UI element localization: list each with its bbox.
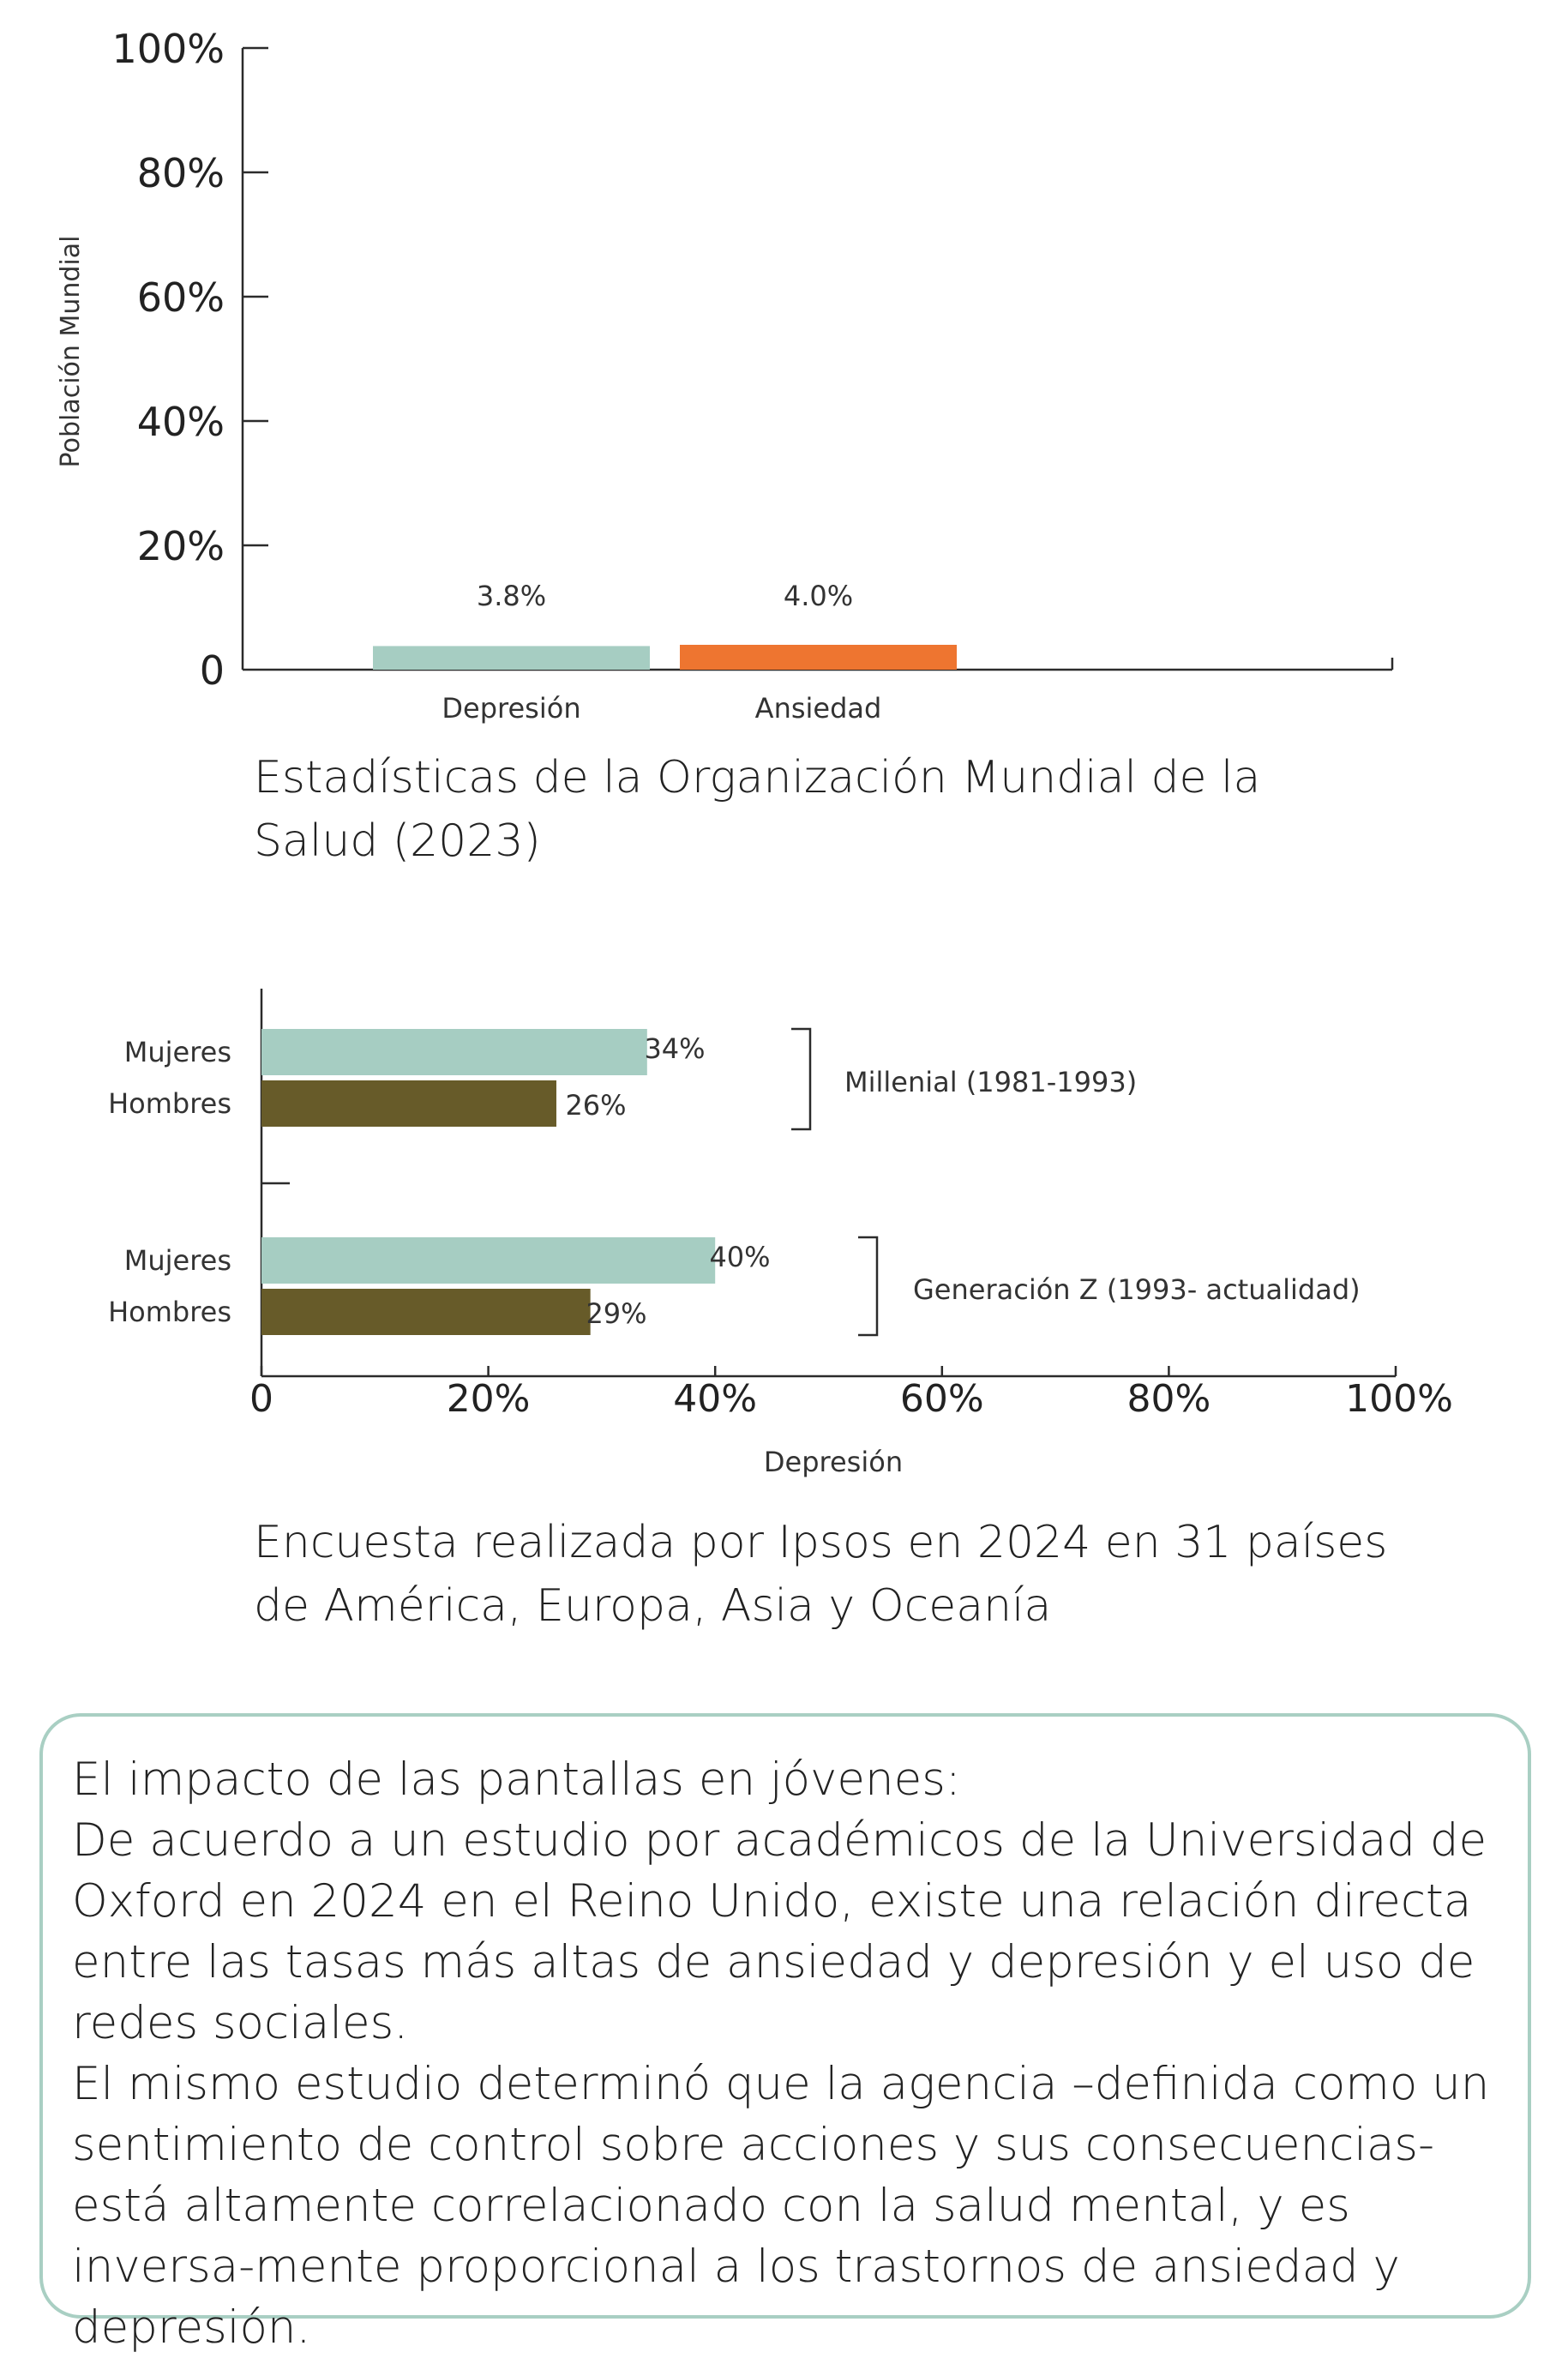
x-tick-label: 0 bbox=[249, 1377, 273, 1421]
group-bracket bbox=[791, 1027, 812, 1131]
x-tick-label: 60% bbox=[900, 1377, 984, 1421]
info-paragraph-2: El mismo estudio determinó que la agenci… bbox=[72, 2058, 1490, 2354]
bar-category-label: Hombres bbox=[108, 1296, 231, 1328]
bar-value-label: 34% bbox=[644, 1032, 705, 1065]
y-tick-label: 0 bbox=[200, 647, 225, 694]
category-label: Ansiedad bbox=[755, 692, 882, 725]
bar-0-0 bbox=[261, 1029, 647, 1075]
y-tick-label: 20% bbox=[137, 523, 225, 569]
x-axis-label: Depresión bbox=[764, 1446, 903, 1478]
bar-category-label: Mujeres bbox=[124, 1244, 231, 1277]
x-tick-label: 40% bbox=[673, 1377, 757, 1421]
group-label: Millenial (1981-1993) bbox=[844, 1066, 1137, 1098]
bar-value-label: 29% bbox=[586, 1297, 646, 1330]
y-tick-label: 40% bbox=[137, 399, 225, 445]
y-tick-label: 80% bbox=[137, 150, 225, 196]
x-tick-label: 100% bbox=[1345, 1377, 1453, 1421]
who-bar-chart: 0 20% 40% 60% 80% 100% Población Mundial 3.8% De… bbox=[56, 26, 1394, 725]
y-axis-label: Población Mundial bbox=[56, 236, 86, 468]
x-tick-label: 20% bbox=[447, 1377, 531, 1421]
y-tick-label: 60% bbox=[137, 274, 225, 321]
who-chart-caption: Estadísticas de la Organización Mundial … bbox=[254, 752, 1261, 867]
group-bracket bbox=[858, 1236, 879, 1337]
info-paragraph-1: De acuerdo a un estudio por académicos d… bbox=[72, 1814, 1487, 2049]
bar-value-label: 4.0% bbox=[784, 580, 853, 612]
bar-category-label: Mujeres bbox=[124, 1036, 231, 1068]
bar-value-label: 3.8% bbox=[477, 580, 546, 612]
bar-category-label: Hombres bbox=[108, 1087, 231, 1120]
ipsos-chart-caption: Encuesta realizada por Ipsos en 2024 en … bbox=[254, 1517, 1388, 1632]
ipsos-bar-chart: 0 20% 40% 60% 80% 100% Depresión Mujeres 34% Homb… bbox=[108, 989, 1453, 1478]
info-box: El impacto de las pantallas en jóvenes: … bbox=[39, 1713, 1531, 2354]
x-tick-label: 80% bbox=[1127, 1377, 1211, 1421]
bar-1-1 bbox=[261, 1289, 591, 1335]
info-heading: El impacto de las pantallas en jóvenes: bbox=[72, 1753, 961, 1806]
category-label: Depresión bbox=[442, 692, 580, 725]
bar-1-0 bbox=[261, 1237, 716, 1284]
bar-value-label: 40% bbox=[709, 1241, 770, 1273]
group-label: Generación Z (1993- actualidad) bbox=[913, 1273, 1361, 1306]
bar-0-1 bbox=[261, 1080, 556, 1127]
bar-0 bbox=[373, 646, 650, 670]
bar-1 bbox=[680, 645, 957, 670]
bar-value-label: 26% bbox=[565, 1089, 626, 1122]
y-tick-label: 100% bbox=[111, 26, 225, 72]
